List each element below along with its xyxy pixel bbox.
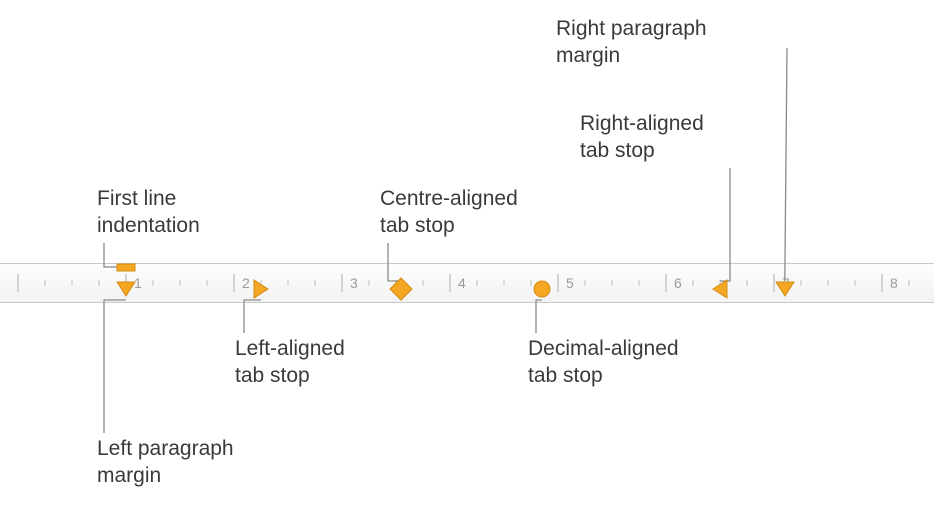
ruler-tick-minor <box>288 280 289 286</box>
label-left-aligned-tab-stop: Left-aligned tab stop <box>235 335 345 390</box>
leader-line <box>104 300 126 433</box>
label-decimal-aligned-tab-stop: Decimal-aligned tab stop <box>528 335 679 390</box>
ruler-tick-minor <box>315 280 316 286</box>
ruler-tick-minor <box>99 280 100 286</box>
ruler-tick-minor <box>585 280 586 286</box>
ruler-tick-major <box>666 274 667 292</box>
ruler-tick-minor <box>693 280 694 286</box>
margin-marker[interactable] <box>111 274 141 304</box>
ruler-tick-minor <box>45 280 46 286</box>
ruler-tick-minor <box>504 280 505 286</box>
ruler-tick-minor <box>72 280 73 286</box>
ruler-tick-minor <box>207 280 208 286</box>
ruler-tick-minor <box>747 280 748 286</box>
ruler-tick-minor <box>855 280 856 286</box>
label-right-aligned-tab-stop: Right-aligned tab stop <box>580 110 704 165</box>
ruler-tick-major <box>342 274 343 292</box>
ruler-tick-minor <box>828 280 829 286</box>
ruler-tick-minor <box>639 280 640 286</box>
leader-line <box>536 300 542 333</box>
label-first-line-indentation: First line indentation <box>97 185 200 240</box>
ruler-tick-major <box>18 274 19 292</box>
leader-line <box>244 300 261 333</box>
ruler-number: 3 <box>350 275 358 291</box>
right-tab-marker[interactable] <box>705 274 735 304</box>
ruler-tick-minor <box>153 280 154 286</box>
ruler-tick-minor <box>369 280 370 286</box>
ruler-tick-major <box>234 274 235 292</box>
ruler-tick-major <box>558 274 559 292</box>
ruler-tick-major <box>882 274 883 292</box>
ruler-number: 5 <box>566 275 574 291</box>
ruler-number: 4 <box>458 275 466 291</box>
ruler-tick-minor <box>477 280 478 286</box>
label-right-paragraph-margin: Right paragraph margin <box>556 15 707 70</box>
ruler-tick-minor <box>180 280 181 286</box>
ruler-tick-minor <box>423 280 424 286</box>
ruler-number: 8 <box>890 275 898 291</box>
ruler-tick-minor <box>801 280 802 286</box>
centre-tab-marker[interactable] <box>386 274 416 304</box>
label-centre-aligned-tab-stop: Centre-aligned tab stop <box>380 185 518 240</box>
ruler-tick-minor <box>612 280 613 286</box>
ruler-tick-minor <box>909 280 910 286</box>
left-tab-marker[interactable] <box>246 274 276 304</box>
decimal-tab-marker[interactable] <box>527 274 557 304</box>
leader-line <box>785 48 787 281</box>
label-left-paragraph-margin: Left paragraph margin <box>97 435 234 490</box>
ruler-tick-major <box>450 274 451 292</box>
ruler-number: 6 <box>674 275 682 291</box>
margin-marker[interactable] <box>770 274 800 304</box>
